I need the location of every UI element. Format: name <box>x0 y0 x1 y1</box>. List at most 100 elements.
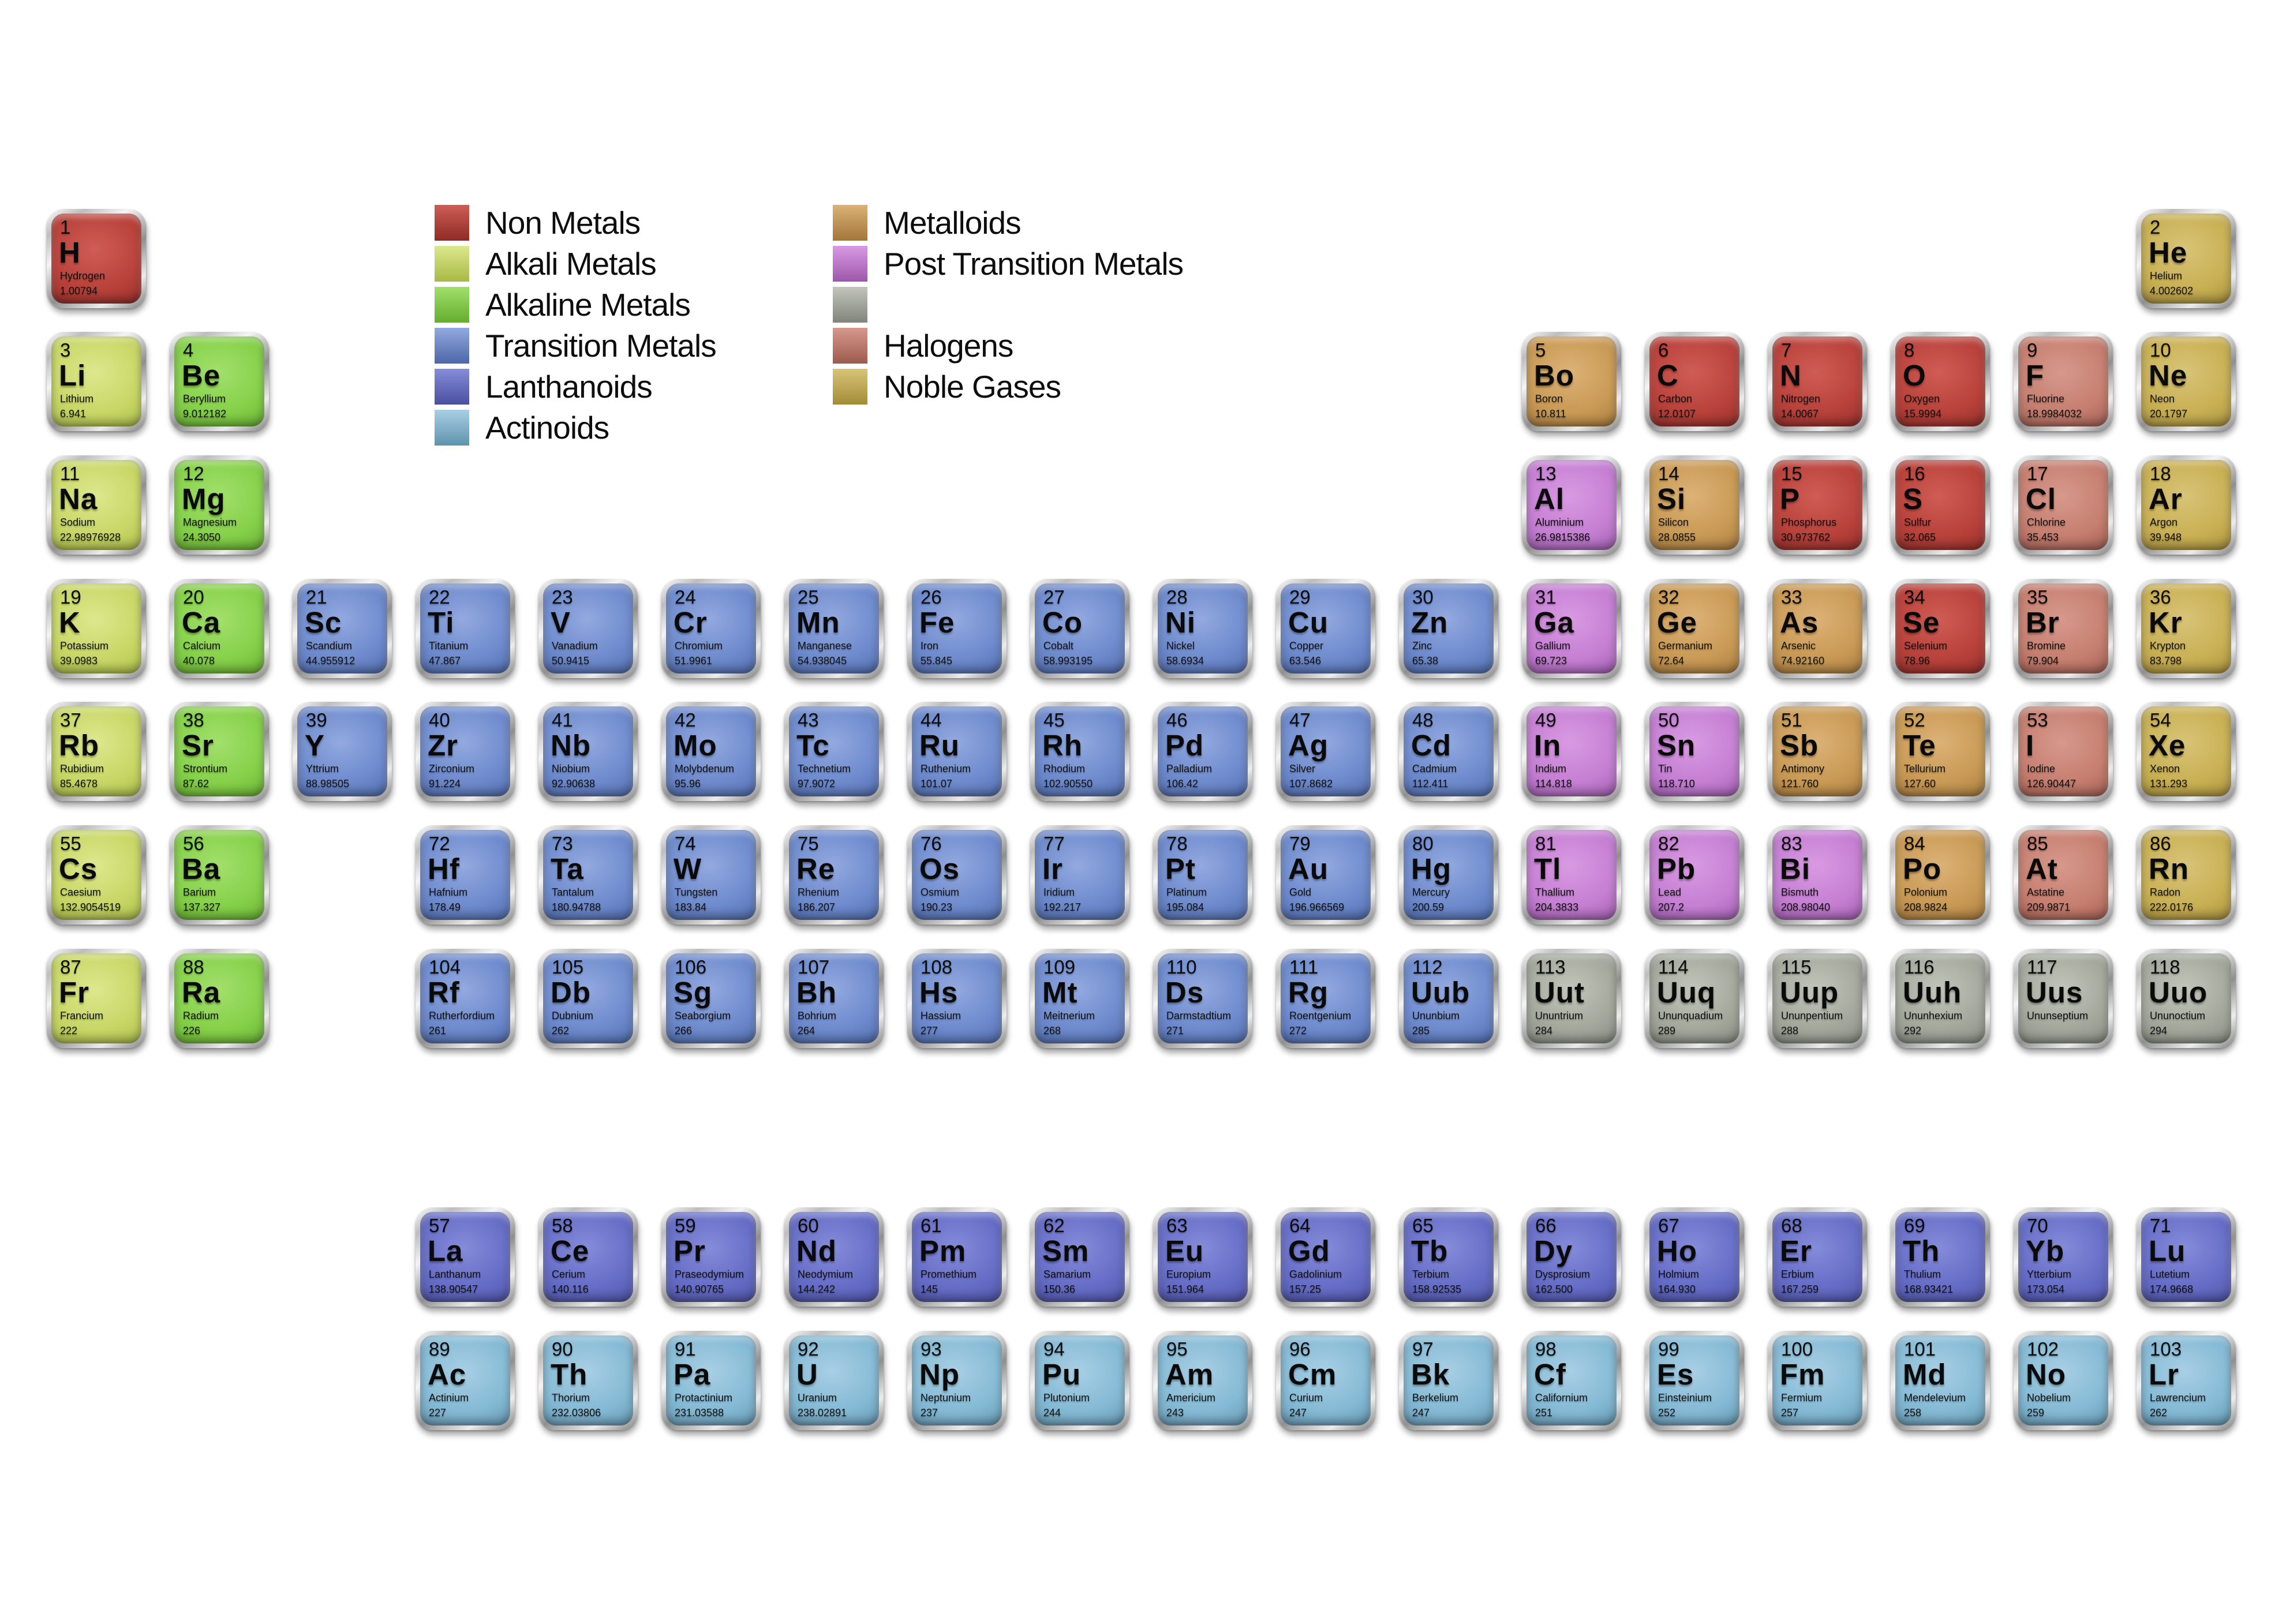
element-cell-ti-22[interactable]: 22 Ti Titanium 47.867 <box>416 579 515 678</box>
element-cell-cd-48[interactable]: 48 Cd Cadmium 112.411 <box>1399 702 1498 801</box>
element-cell-ta-73[interactable]: 73 Ta Tantalum 180.94788 <box>538 825 638 925</box>
element-cell-pd-46[interactable]: 46 Pd Palladium 106.42 <box>1153 702 1252 801</box>
element-cell-hg-80[interactable]: 80 Hg Mercury 200.59 <box>1399 825 1498 925</box>
element-cell-ga-31[interactable]: 31 Ga Gallium 69.723 <box>1522 579 1621 678</box>
element-cell-cu-29[interactable]: 29 Cu Copper 63.546 <box>1276 579 1375 678</box>
element-cell-hf-72[interactable]: 72 Hf Hafnium 178.49 <box>416 825 515 925</box>
element-cell-o-8[interactable]: 8 O Oxygen 15.9994 <box>1891 332 1990 431</box>
element-cell-lu-71[interactable]: 71 Lu Lutetium 174.9668 <box>2137 1207 2236 1307</box>
element-cell-se-34[interactable]: 34 Se Selenium 78.96 <box>1891 579 1990 678</box>
element-cell-br-35[interactable]: 35 Br Bromine 79.904 <box>2014 579 2113 678</box>
element-cell-h-1[interactable]: 1 H Hydrogen 1.00794 <box>47 209 146 308</box>
element-cell-he-2[interactable]: 2 He Helium 4.002602 <box>2137 209 2236 308</box>
element-cell-os-76[interactable]: 76 Os Osmium 190.23 <box>907 825 1007 925</box>
element-cell-rh-45[interactable]: 45 Rh Rhodium 102.90550 <box>1030 702 1129 801</box>
element-cell-c-6[interactable]: 6 C Carbon 12.0107 <box>1645 332 1744 431</box>
element-cell-fe-26[interactable]: 26 Fe Iron 55.845 <box>907 579 1007 678</box>
element-cell-ra-88[interactable]: 88 Ra Radium 226 <box>170 949 269 1048</box>
element-cell-cr-24[interactable]: 24 Cr Chromium 51.9961 <box>661 579 761 678</box>
element-cell-mg-12[interactable]: 12 Mg Magnesium 24.3050 <box>170 455 269 555</box>
element-cell-pr-59[interactable]: 59 Pr Praseodymium 140.90765 <box>661 1207 761 1307</box>
element-cell-th-69[interactable]: 69 Th Thulium 168.93421 <box>1891 1207 1990 1307</box>
element-cell-er-68[interactable]: 68 Er Erbium 167.259 <box>1768 1207 1867 1307</box>
element-cell-fm-100[interactable]: 100 Fm Fermium 257 <box>1768 1331 1867 1430</box>
element-cell-si-14[interactable]: 14 Si Silicon 28.0855 <box>1645 455 1744 555</box>
element-cell-bk-97[interactable]: 97 Bk Berkelium 247 <box>1399 1331 1498 1430</box>
element-cell-dy-66[interactable]: 66 Dy Dysprosium 162.500 <box>1522 1207 1621 1307</box>
element-cell-cm-96[interactable]: 96 Cm Curium 247 <box>1276 1331 1375 1430</box>
element-cell-pa-91[interactable]: 91 Pa Protactinium 231.03588 <box>661 1331 761 1430</box>
element-cell-kr-36[interactable]: 36 Kr Krypton 83.798 <box>2137 579 2236 678</box>
element-cell-ho-67[interactable]: 67 Ho Holmium 164.930 <box>1645 1207 1744 1307</box>
element-cell-ce-58[interactable]: 58 Ce Cerium 140.116 <box>538 1207 638 1307</box>
element-cell-rg-111[interactable]: 111 Rg Roentgenium 272 <box>1276 949 1375 1048</box>
element-cell-au-79[interactable]: 79 Au Gold 196.966569 <box>1276 825 1375 925</box>
element-cell-f-9[interactable]: 9 F Fluorine 18.9984032 <box>2014 332 2113 431</box>
element-cell-ge-32[interactable]: 32 Ge Germanium 72.64 <box>1645 579 1744 678</box>
element-cell-tb-65[interactable]: 65 Tb Terbium 158.92535 <box>1399 1207 1498 1307</box>
element-cell-rb-37[interactable]: 37 Rb Rubidium 85.4678 <box>47 702 146 801</box>
element-cell-in-49[interactable]: 49 In Indium 114.818 <box>1522 702 1621 801</box>
element-cell-pm-61[interactable]: 61 Pm Promethium 145 <box>907 1207 1007 1307</box>
element-cell-bo-5[interactable]: 5 Bo Boron 10.811 <box>1522 332 1621 431</box>
element-cell-po-84[interactable]: 84 Po Polonium 208.9824 <box>1891 825 1990 925</box>
element-cell-n-7[interactable]: 7 N Nitrogen 14.0067 <box>1768 332 1867 431</box>
element-cell-li-3[interactable]: 3 Li Lithium 6.941 <box>47 332 146 431</box>
element-cell-uuq-114[interactable]: 114 Uuq Ununquadium 289 <box>1645 949 1744 1048</box>
element-cell-ni-28[interactable]: 28 Ni Nickel 58.6934 <box>1153 579 1252 678</box>
element-cell-cl-17[interactable]: 17 Cl Chlorine 35.453 <box>2014 455 2113 555</box>
element-cell-rf-104[interactable]: 104 Rf Rutherfordium 261 <box>416 949 515 1048</box>
element-cell-yb-70[interactable]: 70 Yb Ytterbium 173.054 <box>2014 1207 2113 1307</box>
element-cell-ar-18[interactable]: 18 Ar Argon 39.948 <box>2137 455 2236 555</box>
element-cell-te-52[interactable]: 52 Te Tellurium 127.60 <box>1891 702 1990 801</box>
element-cell-al-13[interactable]: 13 Al Aluminium 26.9815386 <box>1522 455 1621 555</box>
element-cell-sc-21[interactable]: 21 Sc Scandium 44.955912 <box>293 579 392 678</box>
element-cell-ca-20[interactable]: 20 Ca Calcium 40.078 <box>170 579 269 678</box>
element-cell-rn-86[interactable]: 86 Rn Radon 222.0176 <box>2137 825 2236 925</box>
element-cell-uub-112[interactable]: 112 Uub Ununbium 285 <box>1399 949 1498 1048</box>
element-cell-mo-42[interactable]: 42 Mo Molybdenum 95.96 <box>661 702 761 801</box>
element-cell-bh-107[interactable]: 107 Bh Bohrium 264 <box>784 949 884 1048</box>
element-cell-uuh-116[interactable]: 116 Uuh Ununhexium 292 <box>1891 949 1990 1048</box>
element-cell-v-23[interactable]: 23 V Vanadium 50.9415 <box>538 579 638 678</box>
element-cell-am-95[interactable]: 95 Am Americium 243 <box>1153 1331 1252 1430</box>
element-cell-np-93[interactable]: 93 Np Neptunium 237 <box>907 1331 1007 1430</box>
element-cell-db-105[interactable]: 105 Db Dubnium 262 <box>538 949 638 1048</box>
element-cell-zr-40[interactable]: 40 Zr Zirconium 91.224 <box>416 702 515 801</box>
element-cell-la-57[interactable]: 57 La Lanthanum 138.90547 <box>416 1207 515 1307</box>
element-cell-tc-43[interactable]: 43 Tc Technetium 97.9072 <box>784 702 884 801</box>
element-cell-ne-10[interactable]: 10 Ne Neon 20.1797 <box>2137 332 2236 431</box>
element-cell-pb-82[interactable]: 82 Pb Lead 207.2 <box>1645 825 1744 925</box>
element-cell-tl-81[interactable]: 81 Tl Thallium 204.3833 <box>1522 825 1621 925</box>
element-cell-ag-47[interactable]: 47 Ag Silver 107.8682 <box>1276 702 1375 801</box>
element-cell-sn-50[interactable]: 50 Sn Tin 118.710 <box>1645 702 1744 801</box>
element-cell-ac-89[interactable]: 89 Ac Actinium 227 <box>416 1331 515 1430</box>
element-cell-sg-106[interactable]: 106 Sg Seaborgium 266 <box>661 949 761 1048</box>
element-cell-co-27[interactable]: 27 Co Cobalt 58.993195 <box>1030 579 1129 678</box>
element-cell-as-33[interactable]: 33 As Arsenic 74.92160 <box>1768 579 1867 678</box>
element-cell-md-101[interactable]: 101 Md Mendelevium 258 <box>1891 1331 1990 1430</box>
element-cell-nd-60[interactable]: 60 Nd Neodymium 144.242 <box>784 1207 884 1307</box>
element-cell-hs-108[interactable]: 108 Hs Hassium 277 <box>907 949 1007 1048</box>
element-cell-th-90[interactable]: 90 Th Thorium 232.03806 <box>538 1331 638 1430</box>
element-cell-uuo-118[interactable]: 118 Uuo Ununoctium 294 <box>2137 949 2236 1048</box>
element-cell-mt-109[interactable]: 109 Mt Meitnerium 268 <box>1030 949 1129 1048</box>
element-cell-y-39[interactable]: 39 Y Yttrium 88.98505 <box>293 702 392 801</box>
element-cell-ir-77[interactable]: 77 Ir Iridium 192.217 <box>1030 825 1129 925</box>
element-cell-uut-113[interactable]: 113 Uut Ununtrium 284 <box>1522 949 1621 1048</box>
element-cell-sr-38[interactable]: 38 Sr Strontium 87.62 <box>170 702 269 801</box>
element-cell-w-74[interactable]: 74 W Tungsten 183.84 <box>661 825 761 925</box>
element-cell-mn-25[interactable]: 25 Mn Manganese 54.938045 <box>784 579 884 678</box>
element-cell-ds-110[interactable]: 110 Ds Darmstadtium 271 <box>1153 949 1252 1048</box>
element-cell-lr-103[interactable]: 103 Lr Lawrencium 262 <box>2137 1331 2236 1430</box>
element-cell-be-4[interactable]: 4 Be Beryllium 9.012182 <box>170 332 269 431</box>
element-cell-xe-54[interactable]: 54 Xe Xenon 131.293 <box>2137 702 2236 801</box>
element-cell-gd-64[interactable]: 64 Gd Gadolinium 157.25 <box>1276 1207 1375 1307</box>
element-cell-k-19[interactable]: 19 K Potassium 39.0983 <box>47 579 146 678</box>
element-cell-at-85[interactable]: 85 At Astatine 209.9871 <box>2014 825 2113 925</box>
element-cell-s-16[interactable]: 16 S Sulfur 32.065 <box>1891 455 1990 555</box>
element-cell-i-53[interactable]: 53 I Iodine 126.90447 <box>2014 702 2113 801</box>
element-cell-es-99[interactable]: 99 Es Einsteinium 252 <box>1645 1331 1744 1430</box>
element-cell-sb-51[interactable]: 51 Sb Antimony 121.760 <box>1768 702 1867 801</box>
element-cell-bi-83[interactable]: 83 Bi Bismuth 208.98040 <box>1768 825 1867 925</box>
